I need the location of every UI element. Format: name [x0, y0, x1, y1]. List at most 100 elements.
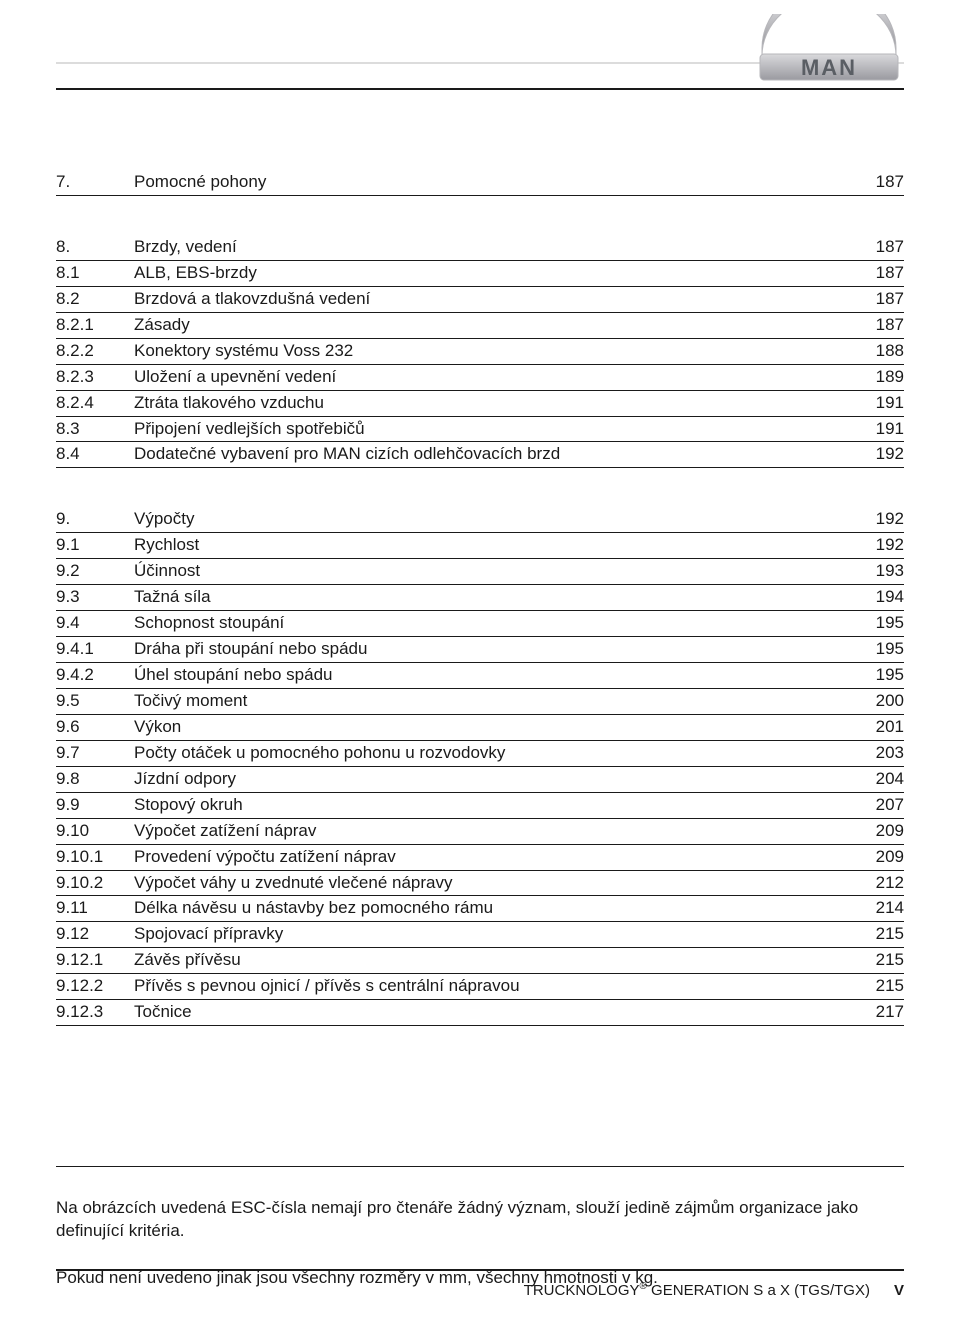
toc-row: 8.1ALB, EBS-brzdy187	[56, 262, 904, 287]
toc-title: Rychlost	[134, 534, 205, 557]
toc-title: Dodatečné vybavení pro MAN cizích odlehč…	[134, 443, 566, 466]
toc-title: Provedení výpočtu zatížení náprav	[134, 846, 402, 869]
toc-page: 187	[868, 171, 904, 194]
toc-row: 8.3 Připojení vedlejších spotřebičů191	[56, 418, 904, 443]
footer-text: TRUCKNOLOGY® GENERATION S a X (TGS/TGX)	[524, 1281, 870, 1299]
toc-page: 214	[868, 897, 904, 920]
toc-title: Úhel stoupání nebo spádu	[134, 664, 339, 687]
toc-number: 9.	[56, 508, 134, 531]
toc-number: 9.4.1	[56, 638, 134, 661]
toc-page: 189	[868, 366, 904, 389]
toc-page: 191	[868, 392, 904, 415]
toc-number: 8.2.3	[56, 366, 134, 389]
toc-number: 9.10.1	[56, 846, 134, 869]
toc-group: 9.Výpočty1929.1Rychlost1929.2Účinnost193…	[56, 508, 904, 1026]
toc-page: 201	[868, 716, 904, 739]
footer-text-prefix: TRUCKNOLOGY	[524, 1282, 640, 1299]
toc-row: 8.2.4Ztráta tlakového vzduchu 191	[56, 392, 904, 417]
toc-number: 9.9	[56, 794, 134, 817]
toc-title: Připojení vedlejších spotřebičů	[134, 418, 371, 441]
toc-number: 8.3	[56, 418, 134, 441]
toc-number: 9.4	[56, 612, 134, 635]
toc-page: 215	[868, 975, 904, 998]
toc-title: Výkon	[134, 716, 187, 739]
toc-number: 8.1	[56, 262, 134, 285]
toc-row: 9.12Spojovací přípravky215	[56, 923, 904, 948]
toc-number: 9.8	[56, 768, 134, 791]
toc-title: Jízdní odpory	[134, 768, 242, 791]
toc-page: 193	[868, 560, 904, 583]
toc-page: 192	[868, 443, 904, 466]
toc-page: 203	[868, 742, 904, 765]
toc-title: Pomocné pohony	[134, 171, 272, 194]
toc-row: 9.12.1Závěs přívěsu215	[56, 949, 904, 974]
toc-row: 9.Výpočty192	[56, 508, 904, 533]
toc-page: 195	[868, 638, 904, 661]
page-footer: TRUCKNOLOGY® GENERATION S a X (TGS/TGX) …	[56, 1269, 904, 1299]
toc-title: Schopnost stoupání	[134, 612, 290, 635]
toc-page: 192	[868, 508, 904, 531]
toc-title: Konektory systému Voss 232	[134, 340, 359, 363]
toc-title: Dráha při stoupání nebo spádu	[134, 638, 373, 661]
toc-number: 9.2	[56, 560, 134, 583]
toc-page: 212	[868, 872, 904, 895]
toc-row: 9.12.2Přívěs s pevnou ojnicí / přívěs s …	[56, 975, 904, 1000]
toc-row: 9.6Výkon201	[56, 716, 904, 741]
toc-row: 9.10.2Výpočet váhy u zvednuté vlečené ná…	[56, 872, 904, 897]
toc-page: 215	[868, 949, 904, 972]
header-rule-dark	[56, 88, 904, 90]
toc-page: 187	[868, 236, 904, 259]
notes-rule	[56, 1166, 904, 1167]
toc-page: 187	[868, 314, 904, 337]
toc-title: ALB, EBS-brzdy	[134, 262, 263, 285]
toc-title: Tažná síla	[134, 586, 217, 609]
page-header: MAN	[0, 0, 960, 92]
page-number: V	[894, 1282, 904, 1299]
note-paragraph: Na obrázcích uvedená ESC-čísla nemají pr…	[56, 1197, 904, 1243]
toc-title: Točivý moment	[134, 690, 253, 713]
toc-row: 9.4.2 Úhel stoupání nebo spádu195	[56, 664, 904, 689]
toc-title: Přívěs s pevnou ojnicí / přívěs s centrá…	[134, 975, 526, 998]
toc-page: 192	[868, 534, 904, 557]
toc-row: 9.7Počty otáček u pomocného pohonu u roz…	[56, 742, 904, 767]
toc-row: 9.2Účinnost 193	[56, 560, 904, 585]
toc-row: 9.3Tažná síla194	[56, 586, 904, 611]
toc-number: 9.5	[56, 690, 134, 713]
toc-row: 8.4Dodatečné vybavení pro MAN cizích odl…	[56, 443, 904, 468]
toc-title: Výpočet zatížení náprav	[134, 820, 322, 843]
toc-number: 9.12	[56, 923, 134, 946]
toc-row: 9.10.1Provedení výpočtu zatížení náprav 2…	[56, 846, 904, 871]
toc-number: 8.2.1	[56, 314, 134, 337]
toc-title: Zásady	[134, 314, 196, 337]
table-of-contents: 7.Pomocné pohony1878.Brzdy, vedení1878.1…	[56, 171, 904, 1026]
toc-row: 9.8Jízdní odpory204	[56, 768, 904, 793]
toc-number: 9.11	[56, 897, 134, 920]
toc-page: 187	[868, 288, 904, 311]
toc-title: Účinnost	[134, 560, 206, 583]
toc-number: 8.2	[56, 288, 134, 311]
toc-row: 7.Pomocné pohony187	[56, 171, 904, 196]
registered-mark-icon: ®	[640, 1281, 647, 1292]
toc-row: 8.2Brzdová a tlakovzdušná vedení187	[56, 288, 904, 313]
toc-page: 215	[868, 923, 904, 946]
toc-title: Výpočet váhy u zvednuté vlečené nápravy	[134, 872, 458, 895]
toc-number: 9.7	[56, 742, 134, 765]
svg-text:MAN: MAN	[801, 55, 857, 80]
toc-title: Ztráta tlakového vzduchu	[134, 392, 330, 415]
toc-number: 9.12.2	[56, 975, 134, 998]
toc-number: 9.10.2	[56, 872, 134, 895]
toc-title: Závěs přívěsu	[134, 949, 247, 972]
toc-row: 9.10Výpočet zatížení náprav209	[56, 820, 904, 845]
toc-number: 8.2.4	[56, 392, 134, 415]
toc-title: Brzdy, vedení	[134, 236, 243, 259]
man-logo-icon: MAN	[754, 14, 904, 82]
toc-row: 8.2.1Zásady 187	[56, 314, 904, 339]
toc-number: 9.12.3	[56, 1001, 134, 1024]
toc-number: 9.4.2	[56, 664, 134, 687]
toc-number: 8.2.2	[56, 340, 134, 363]
toc-group: 7.Pomocné pohony187	[56, 171, 904, 196]
toc-page: 217	[868, 1001, 904, 1024]
toc-row: 9.12.3Točnice217	[56, 1001, 904, 1026]
toc-page: 209	[868, 846, 904, 869]
toc-page: 188	[868, 340, 904, 363]
